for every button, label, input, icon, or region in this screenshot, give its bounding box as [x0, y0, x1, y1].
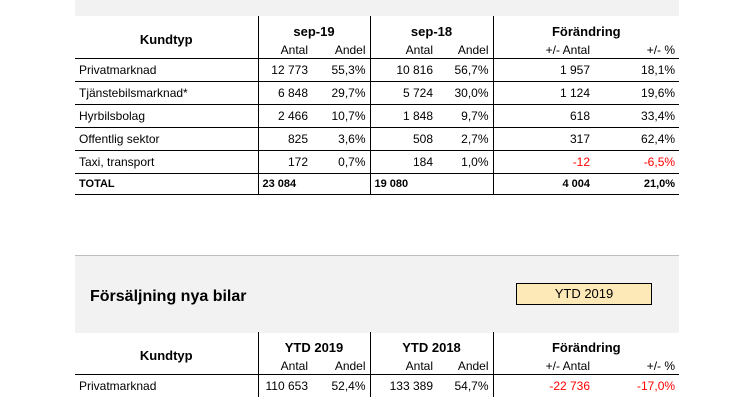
subheader: Antal [369, 358, 438, 375]
cell: 29,7% [312, 81, 371, 105]
subheader: Andel [437, 358, 494, 375]
row-label: Hyrbilsbolag [75, 104, 258, 128]
cell-negative: -12 [492, 150, 595, 174]
table-row: Privatmarknad 12 773 55,3% 10 816 56,7% … [75, 58, 680, 82]
cell: 1 957 [492, 58, 595, 82]
subheader: Antal [257, 42, 312, 59]
subheader: +/- % [594, 42, 680, 59]
cell: 30,0% [437, 81, 494, 105]
subheader: +/- Antal [492, 42, 595, 59]
kundtyp-header: Kundtyp [139, 347, 193, 363]
top-panel [75, 0, 679, 16]
table-row: Tjänstebilsmarknad* 6 848 29,7% 5 724 30… [75, 81, 680, 105]
cell-negative: -17,0% [594, 374, 680, 397]
cell: 52,4% [312, 374, 371, 397]
table-row: Privatmarknad 110 653 52,4% 133 389 54,7… [75, 374, 680, 397]
cell: 56,7% [437, 58, 494, 82]
cell: 10 816 [369, 58, 438, 82]
cell: 54,7% [437, 374, 494, 397]
kundtyp-header: Kundtyp [139, 31, 193, 47]
cell: 133 389 [369, 374, 438, 397]
cell: 19,6% [594, 81, 680, 105]
cell: 825 [257, 127, 312, 151]
total-label: TOTAL [75, 173, 258, 195]
group-header-change: Förändring [492, 16, 680, 42]
group-header-previous: sep-18 [369, 16, 494, 42]
cell: 172 [257, 150, 312, 174]
cell: 5 724 [369, 81, 438, 105]
cell: 19 080 [369, 173, 438, 195]
total-row: TOTAL 23 084 19 080 4 004 21,0% [75, 173, 680, 195]
cell-negative: -22 736 [492, 374, 595, 397]
cell: 21,0% [594, 173, 680, 195]
table-row: Hyrbilsbolag 2 466 10,7% 1 848 9,7% 618 … [75, 104, 680, 128]
cell: 508 [369, 127, 438, 151]
cell: 4 004 [492, 173, 595, 195]
subheader: Andel [437, 42, 494, 59]
cell: 18,1% [594, 58, 680, 82]
cell-empty [437, 173, 494, 195]
subheader: Antal [369, 42, 438, 59]
subheader: Andel [312, 358, 371, 375]
sales-table-ytd: Kundtyp YTD 2019 YTD 2018 Förändring Ant… [75, 332, 680, 397]
subheader: +/- % [594, 358, 680, 375]
row-label: Offentlig sektor [75, 127, 258, 151]
cell: 55,3% [312, 58, 371, 82]
group-header-current: sep-19 [257, 16, 371, 42]
row-label: Tjänstebilsmarknad* [75, 81, 258, 105]
cell: 12 773 [257, 58, 312, 82]
cell: 317 [492, 127, 595, 151]
cell: 33,4% [594, 104, 680, 128]
cell: 0,7% [312, 150, 371, 174]
cell: 3,6% [312, 127, 371, 151]
table-row: Taxi, transport 172 0,7% 184 1,0% -12 -6… [75, 150, 680, 174]
cell: 62,4% [594, 127, 680, 151]
group-header-previous: YTD 2018 [369, 332, 494, 358]
cell: 618 [492, 104, 595, 128]
group-header-change: Förändring [492, 332, 680, 358]
cell: 2,7% [437, 127, 494, 151]
period-selector[interactable]: YTD 2019 [516, 283, 652, 305]
table-row: Offentlig sektor 825 3,6% 508 2,7% 317 6… [75, 127, 680, 151]
cell: 2 466 [257, 104, 312, 128]
cell: 1 124 [492, 81, 595, 105]
cell: 1 848 [369, 104, 438, 128]
subheader: Antal [257, 358, 312, 375]
section-title: Försäljning nya bilar [90, 288, 247, 305]
cell: 184 [369, 150, 438, 174]
row-label: Privatmarknad [75, 374, 258, 397]
subheader: Andel [312, 42, 371, 59]
cell-empty [312, 173, 371, 195]
cell: 9,7% [437, 104, 494, 128]
subheader: +/- Antal [492, 358, 595, 375]
group-header-current: YTD 2019 [257, 332, 371, 358]
cell: 23 084 [257, 173, 312, 195]
cell: 110 653 [257, 374, 312, 397]
cell: 6 848 [257, 81, 312, 105]
row-label: Taxi, transport [75, 150, 258, 174]
sales-table-month: Kundtyp sep-19 sep-18 Förändring Antal A… [75, 16, 680, 195]
row-label: Privatmarknad [75, 58, 258, 82]
cell: 10,7% [312, 104, 371, 128]
cell-negative: -6,5% [594, 150, 680, 174]
cell: 1,0% [437, 150, 494, 174]
section-header-panel: Försäljning nya bilar YTD 2019 [75, 255, 679, 333]
